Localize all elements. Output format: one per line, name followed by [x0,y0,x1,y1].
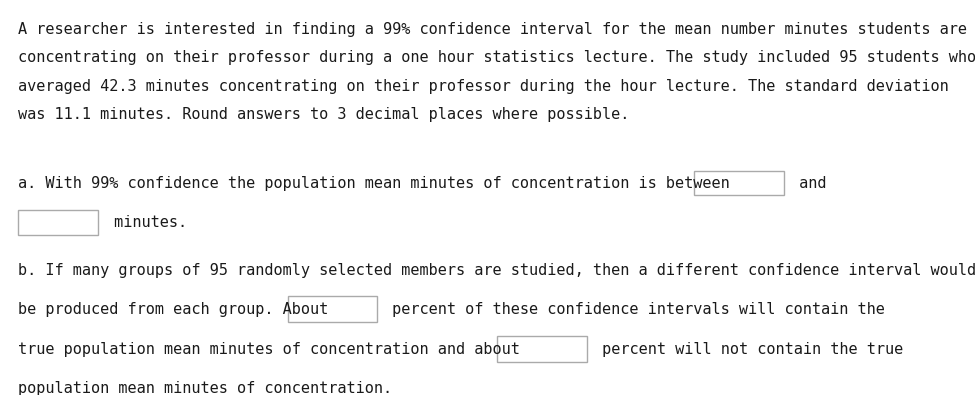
Text: averaged 42.3 minutes concentrating on their professor during the hour lecture. : averaged 42.3 minutes concentrating on t… [18,79,949,94]
Text: population mean minutes of concentration.: population mean minutes of concentration… [18,381,392,395]
FancyBboxPatch shape [694,171,784,195]
Text: be produced from each group. About: be produced from each group. About [18,302,328,317]
FancyBboxPatch shape [288,296,377,322]
Text: was 11.1 minutes. Round answers to 3 decimal places where possible.: was 11.1 minutes. Round answers to 3 dec… [18,107,629,122]
FancyBboxPatch shape [18,209,98,235]
Text: concentrating on their professor during a one hour statistics lecture. The study: concentrating on their professor during … [18,50,975,65]
Text: percent will not contain the true: percent will not contain the true [593,342,903,357]
Text: percent of these confidence intervals will contain the: percent of these confidence intervals wi… [383,302,885,317]
Text: true population mean minutes of concentration and about: true population mean minutes of concentr… [18,342,520,357]
Text: minutes.: minutes. [105,215,187,230]
Text: A researcher is interested in finding a 99% confidence interval for the mean num: A researcher is interested in finding a … [18,22,966,37]
Text: b. If many groups of 95 randomly selected members are studied, then a different : b. If many groups of 95 randomly selecte… [18,263,975,278]
Text: a. With 99% confidence the population mean minutes of concentration is between: a. With 99% confidence the population me… [18,176,729,191]
FancyBboxPatch shape [497,336,587,362]
Text: and: and [790,176,826,191]
